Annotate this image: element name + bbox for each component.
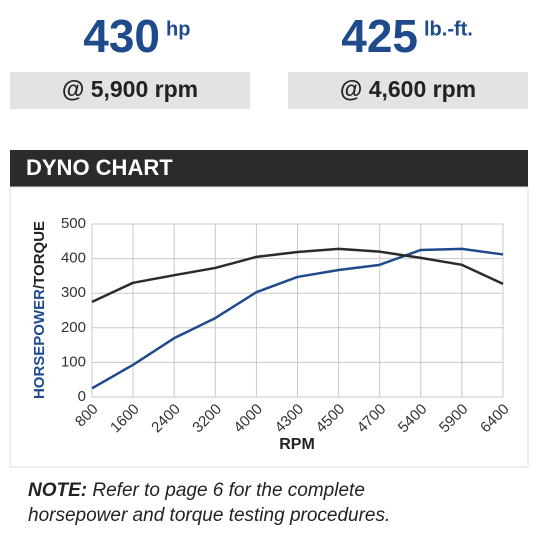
series-line (91, 247, 504, 303)
x-axis-label: RPM (279, 436, 315, 453)
x-tick-label: 2400 (148, 401, 184, 437)
y-label-part: /TORQUE (31, 221, 48, 289)
x-tick-label: 1600 (107, 401, 143, 437)
stat-unit: lb.-ft. (424, 18, 473, 40)
series-line (91, 247, 504, 390)
section-header (10, 150, 528, 187)
y-axis-label: HORSEPOWER/TORQUE (31, 221, 48, 399)
stat-rpm: @ 4,600 rpm (340, 76, 476, 102)
chart-panel (9, 186, 529, 468)
x-tick-label: 800 (72, 401, 102, 431)
note-text: Refer to page 6 for the complete horsepo… (28, 480, 391, 526)
x-tick-label: 5400 (395, 401, 431, 437)
stat-value: 430 (83, 10, 160, 62)
stat-rpm: @ 5,900 rpm (62, 76, 198, 102)
x-tick-label: 4700 (354, 401, 390, 437)
note: NOTE: Refer to page 6 for the complete h… (28, 478, 458, 528)
y-label-part: HORSEPOWER (31, 289, 48, 399)
y-tick-label: 500 (61, 215, 86, 232)
x-tick-label: 4500 (313, 401, 349, 437)
y-tick-label: 300 (61, 284, 86, 301)
y-tick-label: 100 (61, 353, 86, 370)
section-title: DYNO CHART (26, 155, 173, 180)
y-tick-label: 200 (61, 319, 86, 336)
x-tick-label: 4300 (272, 401, 308, 437)
x-tick-label: 3200 (189, 401, 225, 437)
stat-box (10, 72, 250, 109)
stat-unit: hp (166, 18, 190, 40)
y-tick-label: 400 (61, 250, 86, 267)
stat-box (288, 72, 528, 109)
stat-value: 425 (341, 10, 418, 62)
x-tick-label: 5900 (436, 401, 472, 437)
x-tick-label: 4000 (230, 401, 266, 437)
note-label: NOTE: (28, 480, 88, 501)
x-tick-label: 6400 (477, 401, 513, 437)
y-tick-label: 0 (78, 388, 86, 405)
